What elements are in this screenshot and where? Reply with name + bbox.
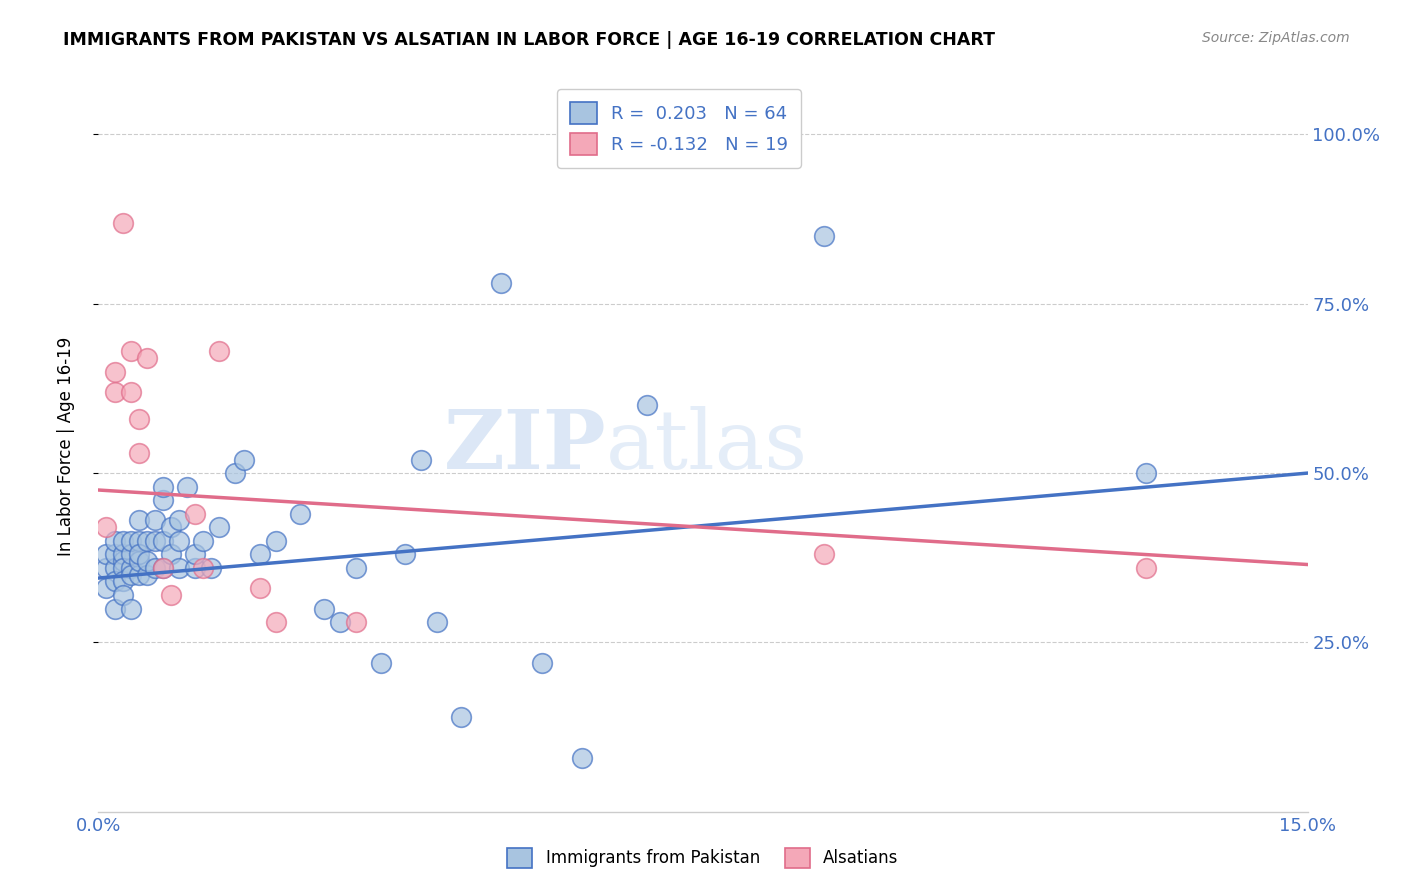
Point [426,615,449,629]
Point [249,547,271,561]
Point [184,507,207,521]
Point [111,554,134,568]
Point [264,615,287,629]
Point [193,533,215,548]
Point [344,615,367,629]
Point [167,514,190,528]
Point [491,277,513,291]
Point [813,229,835,244]
Point [1135,561,1157,575]
Text: ZIP: ZIP [444,406,606,486]
Point [120,601,142,615]
Point [128,446,150,460]
Y-axis label: In Labor Force | Age 16-19: In Labor Force | Age 16-19 [56,336,75,556]
Point [143,514,166,528]
Point [530,656,553,670]
Point [135,567,157,582]
Point [111,561,134,575]
Point [111,588,134,602]
Point [111,215,134,229]
Point [96,581,118,595]
Point [128,547,150,561]
Point [152,561,174,575]
Point [636,398,658,412]
Point [208,344,231,359]
Point [450,710,472,724]
Point [103,384,125,399]
Point [135,351,157,365]
Point [152,561,174,575]
Point [167,561,190,575]
Legend: Immigrants from Pakistan, Alsatians: Immigrants from Pakistan, Alsatians [501,841,905,875]
Point [96,561,118,575]
Point [120,344,142,359]
Point [143,533,166,548]
Point [394,547,416,561]
Point [160,547,183,561]
Point [143,561,166,575]
Point [120,547,142,561]
Point [103,574,125,589]
Point [128,567,150,582]
Point [96,547,118,561]
Point [329,615,352,629]
Point [120,384,142,399]
Text: IMMIGRANTS FROM PAKISTAN VS ALSATIAN IN LABOR FORCE | AGE 16-19 CORRELATION CHAR: IMMIGRANTS FROM PAKISTAN VS ALSATIAN IN … [63,31,995,49]
Point [167,533,190,548]
Point [128,554,150,568]
Point [152,480,174,494]
Point [176,480,198,494]
Legend: R =  0.203   N = 64, R = -0.132   N = 19: R = 0.203 N = 64, R = -0.132 N = 19 [557,89,801,168]
Point [409,452,432,467]
Point [103,561,125,575]
Point [120,533,142,548]
Point [208,520,231,534]
Point [111,533,134,548]
Point [370,656,392,670]
Point [128,533,150,548]
Point [200,561,222,575]
Point [160,588,183,602]
Point [128,514,150,528]
Point [193,561,215,575]
Point [103,533,125,548]
Point [120,567,142,582]
Point [184,547,207,561]
Point [103,547,125,561]
Point [264,533,287,548]
Point [224,466,246,480]
Text: atlas: atlas [606,406,808,486]
Point [103,601,125,615]
Point [249,581,271,595]
Text: Source: ZipAtlas.com: Source: ZipAtlas.com [1202,31,1350,45]
Point [135,554,157,568]
Point [813,547,835,561]
Point [344,561,367,575]
Point [184,561,207,575]
Point [152,493,174,508]
Point [111,547,134,561]
Point [120,561,142,575]
Point [160,520,183,534]
Point [111,574,134,589]
Point [135,533,157,548]
Point [1135,466,1157,480]
Point [314,601,336,615]
Point [103,364,125,378]
Point [96,520,118,534]
Point [288,507,311,521]
Point [232,452,254,467]
Point [571,750,593,764]
Point [152,533,174,548]
Point [128,412,150,426]
